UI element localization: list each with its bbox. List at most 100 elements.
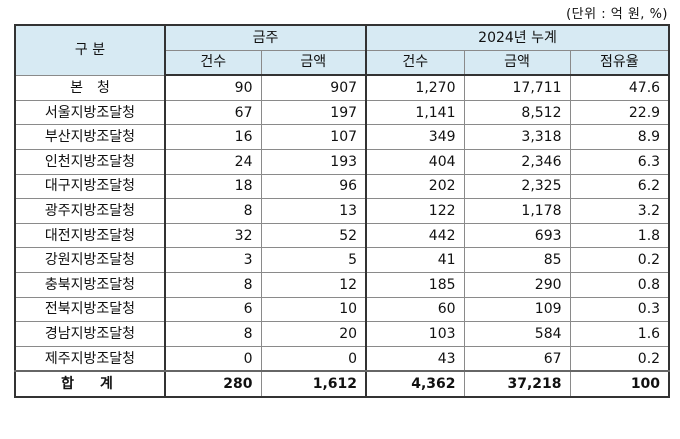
share-cell: 1.6 [569,321,670,347]
row-label: 광주지방조달청 [14,198,166,224]
row-label: 충북지방조달청 [14,271,166,298]
week-count-cell: 90 [164,74,262,101]
table-row: 서울지방조달청 67 197 1,141 8,512 22.9 [14,99,670,126]
week-amount-cell: 10 [260,296,367,323]
share-cell: 0.2 [569,345,670,372]
week-amount-cell: 52 [260,222,367,249]
share-cell: 0.8 [569,271,670,298]
total-share: 100 [569,370,670,398]
total-week-count: 280 [164,370,262,398]
row-label: 인천지방조달청 [14,148,166,175]
cum-count-cell: 43 [365,345,465,372]
cum-amount-cell: 2,325 [463,173,571,200]
week-amount-cell: 907 [260,74,367,101]
week-count-cell: 6 [164,296,262,323]
header-this-week: 금주 [163,24,367,51]
cum-count-cell: 60 [365,296,465,323]
share-cell: 22.9 [569,99,670,126]
row-label: 대전지방조달청 [14,222,166,249]
share-cell: 6.3 [569,148,670,175]
row-label: 본 청 [14,74,166,101]
week-count-cell: 67 [164,99,262,126]
header-cum-count: 건수 [365,49,465,77]
week-amount-cell: 12 [260,271,367,298]
cum-amount-cell: 8,512 [463,99,571,126]
week-count-cell: 8 [164,321,262,347]
procurement-table: 구 분 금주 2024년 누계 건수 금액 건수 금액 점유율 본 청 90 907… [14,24,671,398]
week-amount-cell: 0 [260,345,367,372]
total-cum-amount: 37,218 [463,370,571,398]
row-label: 서울지방조달청 [14,99,166,126]
week-amount-cell: 13 [260,198,367,224]
week-amount-cell: 193 [260,148,367,175]
table-row: 대구지방조달청 18 96 202 2,325 6.2 [14,173,670,200]
table-row: 충북지방조달청 8 12 185 290 0.8 [14,271,670,298]
table-row: 경남지방조달청 8 20 103 584 1.6 [14,321,670,347]
share-cell: 3.2 [569,198,670,224]
week-count-cell: 8 [164,271,262,298]
week-count-cell: 0 [164,345,262,372]
week-count-cell: 16 [164,124,262,150]
share-cell: 8.9 [569,124,670,150]
header-cumulative: 2024년 누계 [365,24,670,51]
week-amount-cell: 197 [260,99,367,126]
header-category: 구 분 [14,24,166,76]
cum-amount-cell: 3,318 [463,124,571,150]
cum-amount-cell: 584 [463,321,571,347]
total-row: 합 계 280 1,612 4,362 37,218 100 [14,370,670,398]
total-label: 합 계 [14,370,166,398]
header-week-amount: 금액 [260,49,367,77]
share-cell: 0.3 [569,296,670,323]
cum-amount-cell: 1,178 [463,198,571,224]
row-label: 제주지방조달청 [14,345,166,372]
row-label: 부산지방조달청 [14,124,166,150]
week-count-cell: 8 [164,198,262,224]
table-row: 강원지방조달청 3 5 41 85 0.2 [14,247,670,273]
header-cum-amount: 금액 [463,49,571,77]
week-count-cell: 3 [164,247,262,273]
cum-count-cell: 202 [365,173,465,200]
week-amount-cell: 5 [260,247,367,273]
row-label: 강원지방조달청 [14,247,166,273]
share-cell: 47.6 [569,74,670,101]
cum-count-cell: 1,141 [365,99,465,126]
cum-amount-cell: 693 [463,222,571,249]
row-label: 전북지방조달청 [14,296,166,323]
week-count-cell: 18 [164,173,262,200]
table-row: 본 청 90 907 1,270 17,711 47.6 [14,74,670,101]
cum-count-cell: 442 [365,222,465,249]
table-row: 부산지방조달청 16 107 349 3,318 8.9 [14,124,670,150]
share-cell: 6.2 [569,173,670,200]
table-row: 대전지방조달청 32 52 442 693 1.8 [14,222,670,249]
cum-count-cell: 41 [365,247,465,273]
week-amount-cell: 96 [260,173,367,200]
share-cell: 0.2 [569,247,670,273]
cum-count-cell: 404 [365,148,465,175]
total-week-amount: 1,612 [260,370,367,398]
cum-amount-cell: 2,346 [463,148,571,175]
cum-amount-cell: 67 [463,345,571,372]
week-count-cell: 24 [164,148,262,175]
table-row: 제주지방조달청 0 0 43 67 0.2 [14,345,670,372]
cum-count-cell: 349 [365,124,465,150]
cum-amount-cell: 290 [463,271,571,298]
table-row: 인천지방조달청 24 193 404 2,346 6.3 [14,148,670,175]
week-amount-cell: 20 [260,321,367,347]
cum-count-cell: 185 [365,271,465,298]
table-row: 전북지방조달청 6 10 60 109 0.3 [14,296,670,323]
week-amount-cell: 107 [260,124,367,150]
cum-count-cell: 1,270 [365,74,465,101]
header-week-count: 건수 [164,49,262,77]
table-body: 본 청 90 907 1,270 17,711 47.6 서울지방조달청 67 197 1,141… [14,74,670,398]
cum-amount-cell: 85 [463,247,571,273]
cum-count-cell: 103 [365,321,465,347]
week-count-cell: 32 [164,222,262,249]
row-label: 경남지방조달청 [14,321,166,347]
cum-amount-cell: 109 [463,296,571,323]
share-cell: 1.8 [569,222,670,249]
row-label: 대구지방조달청 [14,173,166,200]
table-row: 광주지방조달청 8 13 122 1,178 3.2 [14,198,670,224]
header-share: 점유율 [569,49,670,77]
total-cum-count: 4,362 [365,370,465,398]
